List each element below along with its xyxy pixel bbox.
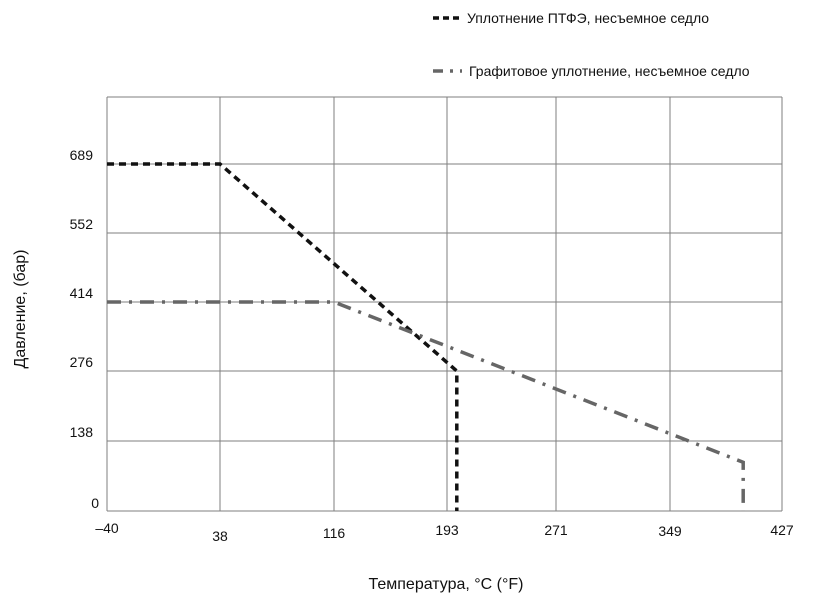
legend-label-graphite: Графитовое уплотнение, несъемное седло	[469, 63, 750, 79]
y-axis-title: Давление, (бар)	[12, 250, 29, 369]
x-axis-title: Температура, °C (°F)	[368, 576, 523, 593]
y-tick-label-0: 0	[91, 495, 99, 511]
x-tick-label-3: 193	[435, 522, 459, 538]
x-tick-label-2: 116	[323, 525, 346, 541]
x-tick-label-4: 271	[544, 522, 568, 538]
tick-labels: –40 38 116 193 271 349 427 0 138 276 414 552 689	[70, 147, 794, 544]
grid	[106, 96, 783, 512]
legend-label-ptfe: Уплотнение ПТФЭ, несъемное седло	[467, 10, 709, 26]
legend: Уплотнение ПТФЭ, несъемное седло Графито…	[433, 10, 750, 79]
y-tick-label-1: 138	[70, 424, 94, 440]
x-tick-label-5: 349	[658, 523, 682, 539]
y-tick-label-5: 689	[70, 147, 94, 163]
x-tick-label-1: 38	[212, 528, 228, 544]
series-line-1	[107, 300, 745, 511]
y-tick-label-2: 276	[70, 354, 94, 370]
y-tick-label-4: 552	[70, 216, 94, 232]
series-line-0	[107, 162, 459, 511]
series-layer	[107, 162, 745, 511]
x-tick-label-6: 427	[770, 522, 794, 538]
y-tick-label-3: 414	[70, 285, 94, 301]
x-tick-label-0: –40	[95, 520, 119, 536]
